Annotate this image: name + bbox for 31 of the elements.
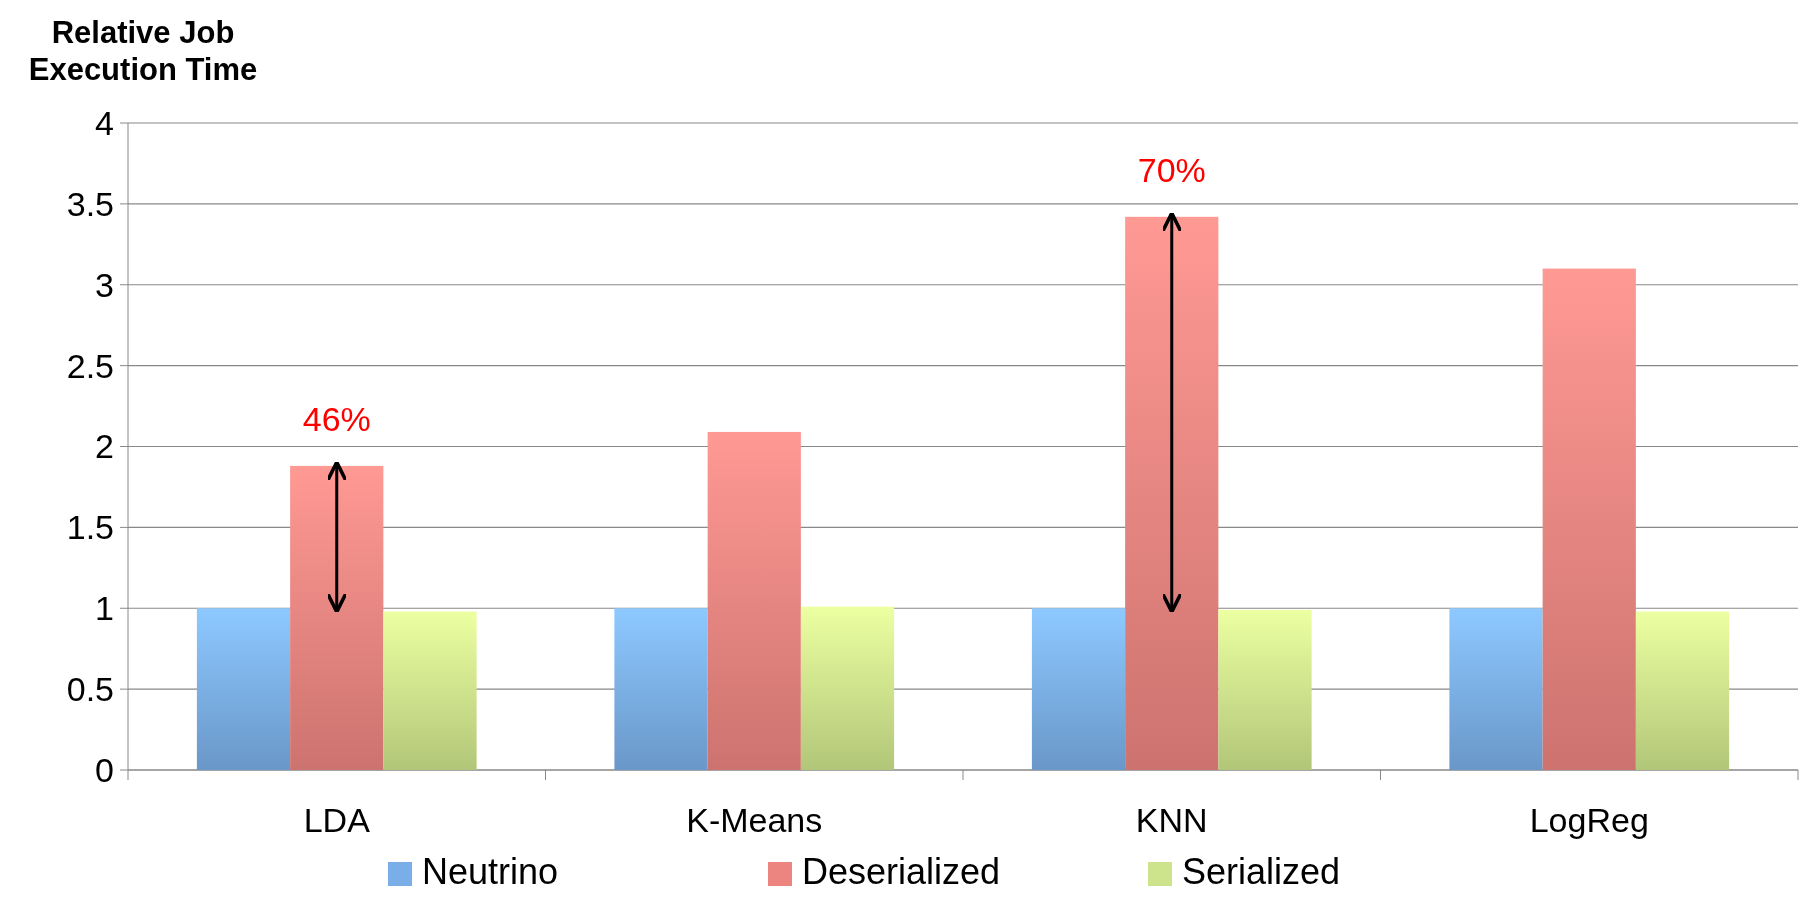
bar [614, 608, 708, 770]
x-tick-label: LogReg [1529, 801, 1649, 839]
bar [1031, 608, 1126, 770]
bar [800, 606, 895, 770]
bar [1635, 611, 1730, 770]
legend-label: Deserialized [802, 851, 1001, 892]
bar [1542, 268, 1636, 770]
bar [1125, 216, 1219, 770]
y-tick-label: 1.5 [66, 508, 114, 547]
bar [707, 431, 801, 770]
y-tick-label: 4 [95, 103, 114, 142]
y-tick-label: 0.5 [66, 670, 114, 709]
y-axis-title: Relative Job Execution Time [28, 15, 258, 88]
x-tick-label: LDA [303, 801, 371, 839]
legend-label: Neutrino [422, 851, 559, 892]
bar [383, 611, 477, 770]
bar [290, 465, 384, 770]
y-tick-label: 0 [95, 750, 114, 789]
bar [1218, 609, 1312, 770]
y-tick-label: 3 [95, 265, 114, 304]
bar [1449, 608, 1543, 770]
x-tick-label: KNN [1135, 801, 1208, 839]
y-tick-label: 2.5 [66, 346, 114, 385]
y-tick-label: 2 [95, 427, 114, 466]
annotation: 70% [1137, 150, 1206, 189]
x-tick-label: K-Means [686, 801, 823, 839]
bar [196, 608, 291, 770]
y-tick-label: 1 [95, 589, 114, 628]
y-tick-label: 3.5 [66, 184, 114, 223]
annotation: 46% [302, 399, 371, 438]
legend-label: Serialized [1182, 851, 1341, 892]
